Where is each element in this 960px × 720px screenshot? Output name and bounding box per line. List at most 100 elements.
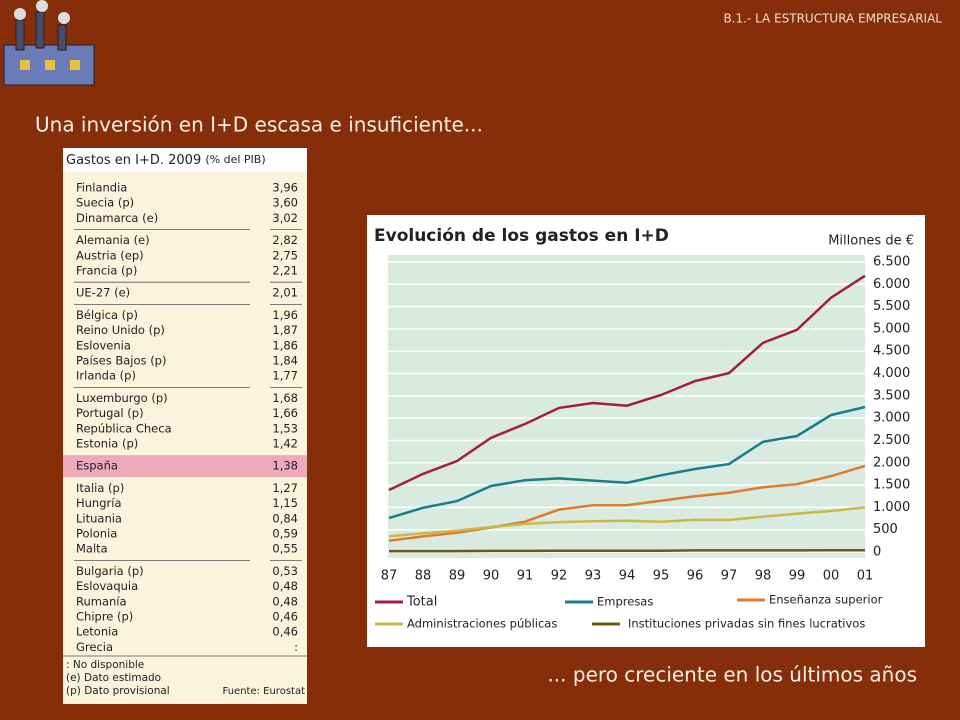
x-tick-label: 89 [449, 569, 466, 584]
legend-label: Empresas [597, 595, 653, 609]
factory-icon [3, 0, 95, 86]
y-tick-label: 0 [873, 545, 881, 560]
x-tick-label: 97 [721, 569, 738, 584]
legend-label: Total [406, 595, 437, 610]
country-value: 1,66 [272, 406, 298, 420]
country-name: Grecia [76, 640, 113, 654]
y-tick-label: 1.500 [873, 478, 910, 493]
country-name: Reino Unido (p) [76, 323, 165, 337]
country-name: Eslovaquia [76, 579, 138, 593]
country-name: Polonia [76, 527, 117, 541]
country-name: Alemania (e) [76, 233, 150, 247]
x-tick-label: 92 [551, 569, 568, 584]
country-value: 2,01 [272, 286, 298, 300]
country-name: UE-27 (e) [76, 286, 130, 300]
series-line [388, 274, 866, 492]
x-tick-label: 87 [381, 569, 398, 584]
x-tick-label: 98 [755, 569, 772, 584]
country-value: 2,75 [272, 248, 298, 262]
x-tick-label: 01 [857, 569, 874, 584]
y-tick-label: 6.000 [873, 277, 910, 292]
table-title-text: Gastos en I+D. 2009 [66, 153, 201, 168]
x-tick-label: 90 [483, 569, 500, 584]
country-name: Chipre (p) [76, 610, 133, 624]
legend-label: Administraciones públicas [407, 617, 557, 631]
country-name: Hungría [76, 496, 122, 510]
country-name: Eslovenia [76, 338, 131, 352]
country-value: : [294, 640, 298, 654]
legend-label: Instituciones privadas sin fines lucrati… [628, 617, 865, 631]
y-tick-label: 2.000 [873, 455, 910, 470]
country-name: Austria (ep) [76, 248, 144, 262]
country-value: 1,84 [272, 354, 298, 368]
series-line [388, 464, 866, 543]
country-value: 0,46 [272, 625, 298, 639]
country-value: 0,84 [272, 511, 298, 525]
country-value: 0,55 [272, 542, 298, 556]
country-name: Lituania [76, 511, 122, 525]
x-tick-label: 88 [415, 569, 432, 584]
y-tick-label: 5.500 [873, 299, 910, 314]
y-tick-label: 500 [873, 522, 898, 537]
unit-label: Millones de € [828, 234, 914, 249]
x-tick-label: 96 [687, 569, 704, 584]
country-name: Estonia (p) [76, 437, 138, 451]
y-tick-label: 6.500 [873, 255, 910, 270]
note: (e) Dato estimado [66, 672, 161, 684]
x-tick-label: 93 [585, 569, 602, 584]
country-value: 0,48 [272, 579, 298, 593]
country-value: 1,27 [272, 481, 298, 495]
country-name: España [76, 459, 118, 473]
country-name: Portugal (p) [76, 406, 144, 420]
country-value: 3,02 [272, 211, 298, 225]
table-title: Gastos en I+D. 2009 (% del PIB) [66, 153, 266, 168]
country-value: 1,42 [272, 437, 298, 451]
y-tick-label: 5.000 [873, 321, 910, 336]
country-value: 3,60 [272, 196, 298, 210]
y-tick-label: 2.500 [873, 433, 910, 448]
country-name: Irlanda (p) [76, 369, 136, 383]
country-name: Letonia [76, 625, 118, 639]
country-name: República Checa [76, 421, 172, 435]
x-tick-label: 00 [823, 569, 840, 584]
y-tick-label: 3.000 [873, 411, 910, 426]
highlight-row [63, 455, 307, 478]
country-value: 3,96 [272, 181, 298, 195]
country-value: 1,96 [272, 308, 298, 322]
country-value: 0,53 [272, 564, 298, 578]
table-panel [63, 148, 307, 704]
chart: Evolución de los gastos en I+D Millones … [367, 215, 925, 647]
country-name: Bélgica (p) [76, 308, 138, 322]
country-name: Malta [76, 542, 108, 556]
note: (p) Dato provisional [66, 685, 170, 697]
country-value: 1,38 [272, 459, 298, 473]
section-label: B.1.- LA ESTRUCTURA EMPRESARIAL [723, 12, 942, 26]
country-value: 0,46 [272, 610, 298, 624]
country-value: 1,68 [272, 391, 298, 405]
series-line [388, 506, 866, 538]
note: : No disponible [66, 659, 144, 671]
country-value: 2,21 [272, 264, 298, 278]
y-tick-label: 4.500 [873, 344, 910, 359]
country-value: 0,59 [272, 527, 298, 541]
country-value: 2,82 [272, 233, 298, 247]
chart-title: Evolución de los gastos en I+D [374, 226, 669, 246]
country-name: Finlandia [76, 181, 127, 195]
country-value: 1,87 [272, 323, 298, 337]
source: Fuente: Eurostat [223, 686, 306, 697]
country-value: 1,15 [272, 496, 298, 510]
country-name: Luxemburgo (p) [76, 391, 168, 405]
table-unit: (% del PIB) [205, 153, 265, 166]
country-name: Bulgaria (p) [76, 564, 144, 578]
country-name: Rumanía [76, 594, 127, 608]
y-tick-label: 3.500 [873, 388, 910, 403]
country-value: 1,53 [272, 421, 298, 435]
country-name: Italia (p) [76, 481, 124, 495]
country-name: Suecia (p) [76, 196, 134, 210]
series-line [389, 548, 865, 553]
x-tick-label: 94 [619, 569, 636, 584]
y-tick-label: 1.000 [873, 500, 910, 515]
x-tick-label: 95 [653, 569, 670, 584]
